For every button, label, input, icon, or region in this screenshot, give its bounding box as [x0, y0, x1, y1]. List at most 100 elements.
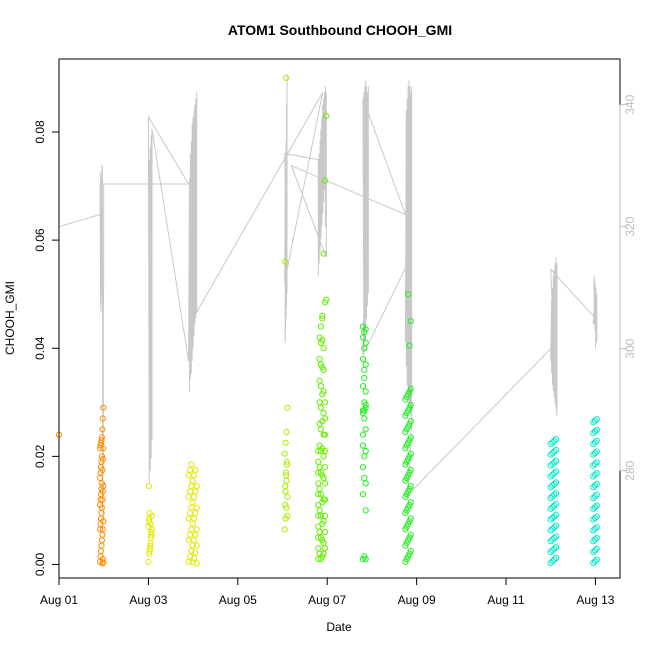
data-point [549, 460, 556, 467]
data-point [551, 502, 558, 509]
data-point [407, 318, 414, 325]
data-point [593, 534, 600, 542]
data-point [590, 548, 597, 556]
y-axis-label: CHOOH_GMI [3, 281, 17, 355]
data-point [193, 526, 200, 533]
data-point [547, 473, 554, 480]
data-point [284, 493, 291, 500]
data-point [99, 466, 106, 473]
data-point [99, 415, 106, 422]
data-point [359, 383, 367, 390]
data-point [320, 453, 327, 460]
data-point [362, 401, 369, 409]
data-point [283, 469, 290, 476]
data-point [193, 483, 200, 490]
data-point [145, 483, 152, 490]
data-point [192, 531, 199, 538]
data-point [549, 471, 556, 478]
secondary-series-line [58, 74, 598, 520]
y2-tick-label: 300 [623, 338, 637, 358]
data-point [320, 550, 327, 557]
data-point [283, 428, 290, 436]
data-point [547, 451, 554, 458]
data-point [593, 416, 600, 423]
x-tick-label: Aug 01 [40, 593, 78, 607]
data-point [188, 547, 195, 555]
data-point [189, 559, 196, 566]
data-point [281, 450, 288, 457]
data-point [359, 355, 367, 363]
data-point [593, 524, 600, 531]
data-point [551, 556, 558, 563]
data-point [321, 447, 329, 455]
data-point [591, 482, 599, 489]
data-point [407, 418, 414, 425]
data-point [551, 491, 558, 498]
data-point [321, 512, 329, 519]
data-point [283, 74, 290, 82]
data-point [359, 407, 367, 414]
data-point [553, 468, 560, 475]
data-point [407, 401, 414, 409]
data-point [593, 513, 600, 520]
data-point [405, 291, 412, 298]
data-point [590, 505, 597, 512]
data-point [591, 525, 599, 532]
data-point [593, 470, 600, 477]
data-point [99, 556, 106, 563]
data-point [361, 374, 368, 382]
data-point [591, 493, 599, 500]
data-point [99, 496, 106, 503]
data-point [323, 112, 330, 119]
data-point [549, 450, 556, 457]
x-tick-label: Aug 11 [487, 593, 524, 607]
data-point [547, 548, 554, 556]
data-point [321, 177, 329, 184]
data-point [319, 315, 326, 322]
data-point [320, 474, 327, 482]
data-point [284, 512, 291, 519]
data-point [282, 258, 289, 265]
data-point [591, 417, 599, 424]
data-point [591, 450, 599, 457]
data-point [591, 504, 599, 511]
data-point [98, 434, 106, 441]
data-point [148, 528, 155, 536]
data-point [590, 484, 597, 491]
x-tick-label: Aug 05 [219, 593, 257, 607]
data-point [321, 464, 329, 471]
data-point [193, 560, 200, 567]
data-point [281, 526, 288, 533]
secondary-line-layer [58, 74, 598, 520]
data-point [551, 545, 558, 552]
data-point [282, 501, 289, 509]
data-point [551, 448, 558, 455]
data-point [319, 337, 326, 344]
data-point [547, 516, 554, 523]
data-point [192, 488, 199, 495]
y2-axis: 280 300 320 340 [619, 94, 637, 481]
data-point [407, 531, 414, 538]
data-point [591, 558, 599, 565]
data-point [591, 514, 599, 522]
data-point [407, 385, 414, 392]
y-tick-label: 0.04 [33, 336, 47, 360]
data-point [591, 460, 599, 467]
y2-tick-label: 340 [623, 94, 637, 114]
data-point [321, 496, 329, 503]
data-point [590, 451, 597, 458]
points-layer [55, 74, 600, 567]
data-point [320, 539, 327, 547]
data-point [362, 556, 369, 563]
data-point [553, 533, 560, 540]
data-point [407, 547, 414, 555]
data-point [317, 426, 324, 433]
data-point [361, 453, 368, 460]
data-point [407, 466, 414, 473]
data-point [549, 493, 556, 500]
y-axis: 0.00 0.02 0.04 0.06 0.08 [33, 120, 60, 576]
data-point [320, 250, 327, 257]
data-point [319, 312, 326, 319]
data-point [590, 473, 597, 480]
x-axis-label: Date [326, 620, 352, 634]
